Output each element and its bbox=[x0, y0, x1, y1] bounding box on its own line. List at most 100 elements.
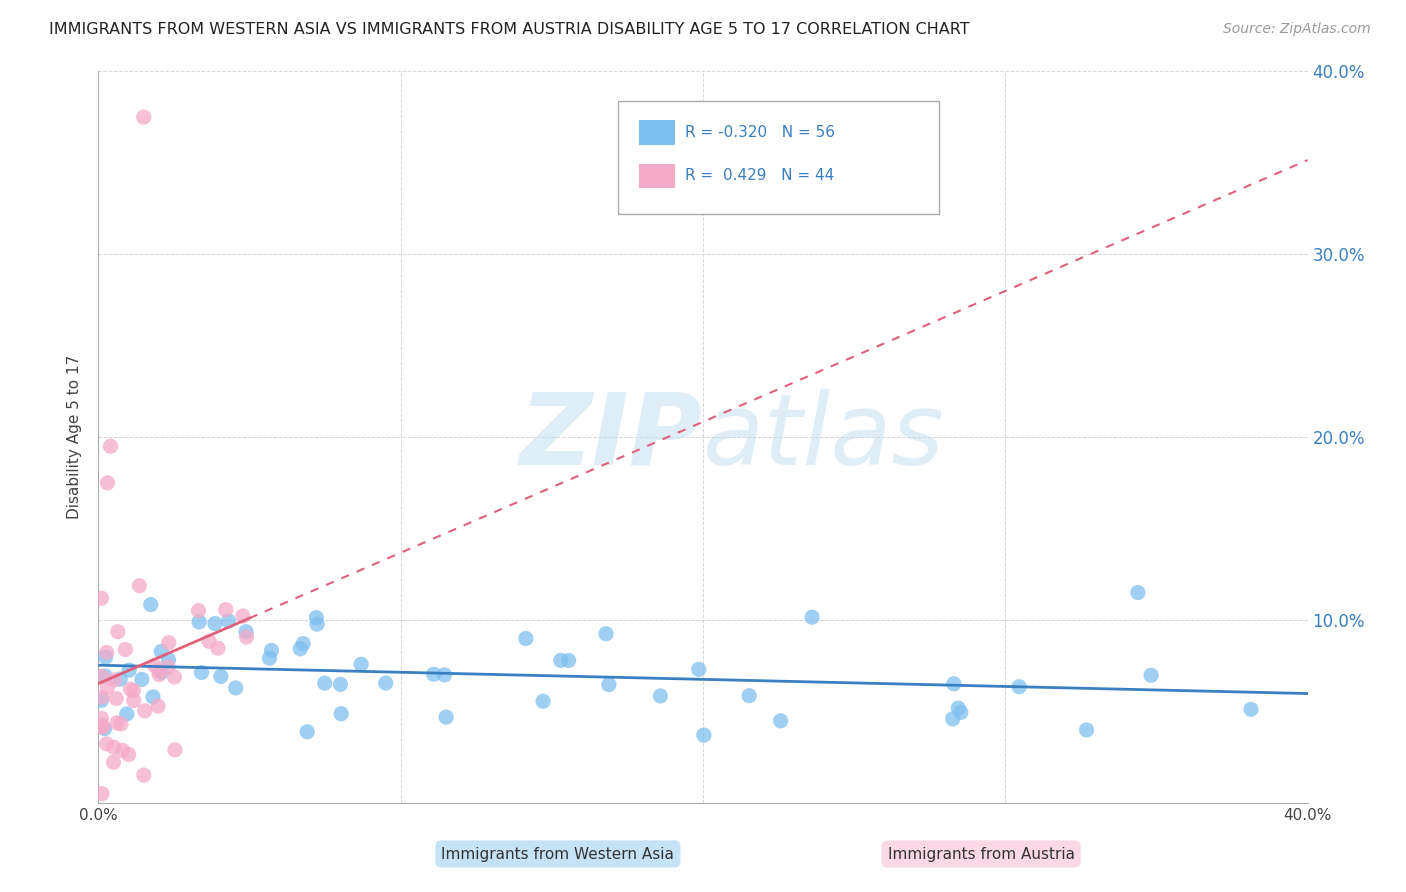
Point bbox=[103, 755, 125, 769]
Point bbox=[111, 743, 134, 757]
Point bbox=[232, 609, 254, 624]
Text: Immigrants from Austria: Immigrants from Austria bbox=[887, 847, 1074, 862]
Point bbox=[290, 641, 312, 656]
Point bbox=[163, 743, 186, 757]
Point bbox=[120, 682, 142, 697]
Point bbox=[260, 643, 283, 657]
Point bbox=[1140, 668, 1163, 682]
Point bbox=[434, 710, 457, 724]
Point bbox=[122, 693, 145, 707]
Point bbox=[225, 681, 247, 695]
Point bbox=[738, 689, 761, 703]
Point bbox=[949, 706, 972, 720]
Point bbox=[96, 645, 118, 659]
Point bbox=[650, 689, 672, 703]
Point bbox=[948, 701, 970, 715]
Point bbox=[132, 768, 155, 782]
Point bbox=[150, 665, 173, 680]
Point bbox=[90, 711, 112, 725]
Point bbox=[148, 667, 170, 681]
Point bbox=[93, 722, 115, 736]
Point bbox=[118, 663, 141, 677]
Point bbox=[91, 690, 114, 705]
Point bbox=[688, 662, 710, 676]
Point bbox=[128, 579, 150, 593]
Point bbox=[157, 653, 180, 667]
Point bbox=[1126, 585, 1149, 599]
Point bbox=[94, 669, 117, 683]
Point bbox=[110, 717, 132, 731]
Point bbox=[550, 653, 572, 667]
Point bbox=[769, 714, 792, 728]
Point bbox=[235, 624, 257, 639]
Point bbox=[693, 728, 716, 742]
Point bbox=[259, 651, 281, 665]
Point bbox=[209, 669, 232, 683]
Point bbox=[103, 673, 125, 687]
Point bbox=[90, 591, 112, 606]
Point bbox=[146, 699, 169, 714]
Point bbox=[96, 680, 118, 694]
Point bbox=[188, 615, 211, 629]
Point bbox=[297, 724, 319, 739]
Point bbox=[105, 691, 128, 706]
Point bbox=[100, 439, 122, 453]
Point bbox=[132, 110, 155, 124]
Point bbox=[90, 720, 112, 734]
Point bbox=[96, 475, 118, 490]
FancyBboxPatch shape bbox=[638, 120, 675, 145]
Point bbox=[515, 632, 537, 646]
Point bbox=[801, 610, 824, 624]
Text: atlas: atlas bbox=[703, 389, 945, 485]
Y-axis label: Disability Age 5 to 17: Disability Age 5 to 17 bbox=[67, 355, 83, 519]
Point bbox=[314, 676, 336, 690]
Point bbox=[157, 636, 180, 650]
Text: R =  0.429   N = 44: R = 0.429 N = 44 bbox=[685, 169, 834, 184]
Point bbox=[433, 668, 456, 682]
Point bbox=[118, 747, 141, 762]
Point bbox=[134, 704, 156, 718]
Point bbox=[115, 706, 138, 721]
Point bbox=[307, 617, 329, 632]
Point bbox=[94, 650, 117, 665]
Point bbox=[204, 616, 226, 631]
Point bbox=[150, 644, 173, 658]
Point bbox=[207, 641, 229, 656]
Point bbox=[187, 604, 209, 618]
Point bbox=[330, 706, 353, 721]
Point bbox=[190, 665, 212, 680]
Point bbox=[143, 658, 166, 673]
Point bbox=[90, 669, 112, 683]
Point bbox=[942, 712, 965, 726]
Point bbox=[122, 683, 145, 698]
Point bbox=[1008, 680, 1031, 694]
Point bbox=[374, 676, 396, 690]
Point bbox=[103, 740, 125, 755]
Point bbox=[292, 637, 315, 651]
Point bbox=[235, 630, 257, 644]
Point bbox=[422, 667, 444, 681]
Point bbox=[90, 693, 112, 707]
Point bbox=[198, 634, 221, 648]
Text: Source: ZipAtlas.com: Source: ZipAtlas.com bbox=[1223, 22, 1371, 37]
Point bbox=[1076, 723, 1098, 737]
Point bbox=[105, 715, 128, 730]
Point bbox=[557, 653, 579, 667]
FancyBboxPatch shape bbox=[619, 101, 939, 214]
Point bbox=[531, 694, 554, 708]
Point bbox=[942, 677, 965, 691]
Text: ZIP: ZIP bbox=[520, 389, 703, 485]
Point bbox=[91, 720, 114, 734]
Point bbox=[157, 660, 180, 674]
Point bbox=[595, 626, 617, 640]
Point bbox=[1240, 702, 1263, 716]
Point bbox=[139, 598, 162, 612]
Point bbox=[329, 677, 352, 691]
Point bbox=[108, 672, 131, 686]
Point bbox=[218, 614, 240, 628]
Point bbox=[142, 690, 165, 704]
Point bbox=[163, 670, 186, 684]
FancyBboxPatch shape bbox=[638, 164, 675, 188]
Text: Immigrants from Western Asia: Immigrants from Western Asia bbox=[441, 847, 675, 862]
Point bbox=[114, 642, 136, 657]
